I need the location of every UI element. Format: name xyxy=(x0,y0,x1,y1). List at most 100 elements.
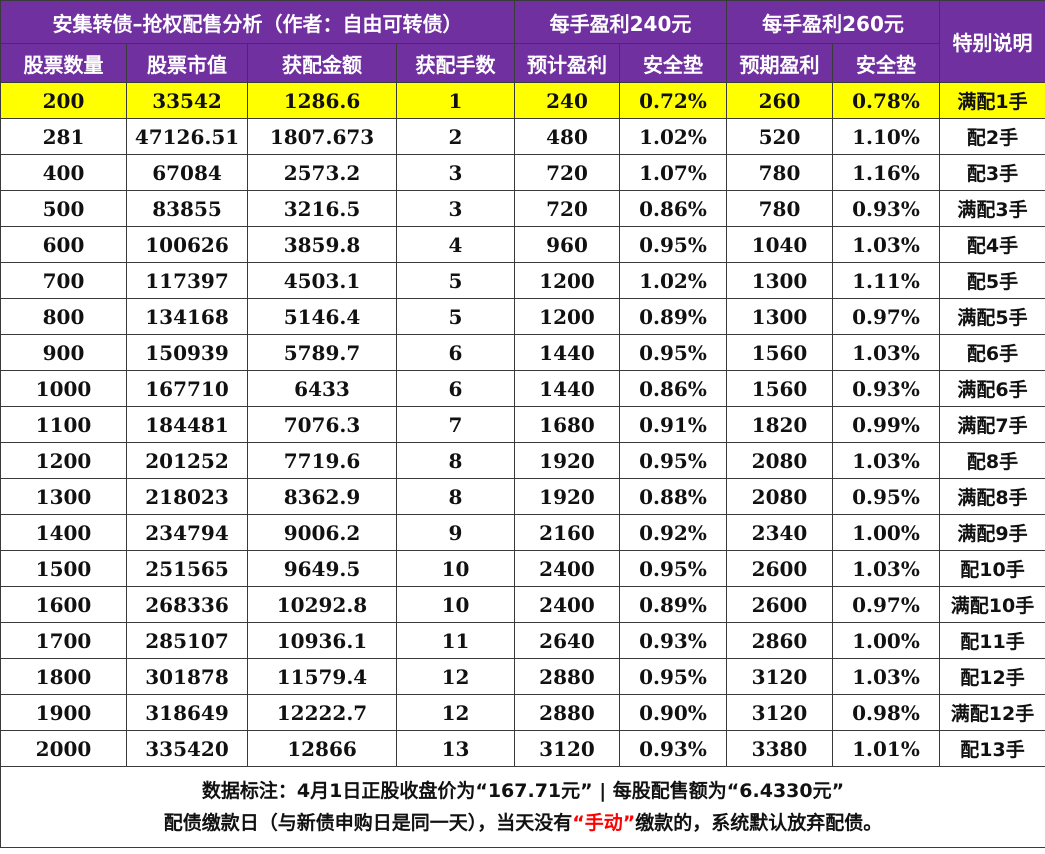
alloc-lots-cell: 7 xyxy=(396,406,515,443)
col-profit-260: 预期盈利 xyxy=(726,43,833,83)
col-profit-240: 预计盈利 xyxy=(514,43,620,83)
shares-cell: 1200 xyxy=(0,442,127,479)
shares-cell: 2000 xyxy=(0,730,127,767)
alloc-lots-cell: 5 xyxy=(396,262,515,299)
footer-note: 数据标注：4月1日正股收盘价为“167.71元” | 每股配售额为“6.4330… xyxy=(0,766,1045,848)
safety-260-cell: 0.99% xyxy=(832,406,940,443)
table-row: 1700 285107 10936.1 11 2640 0.93% 2860 1.00% 配11… xyxy=(0,622,1045,659)
safety-240-cell: 0.88% xyxy=(619,478,727,515)
col-shares: 股票数量 xyxy=(0,43,127,83)
profit-240-cell: 1200 xyxy=(514,298,620,335)
table-row: 281 47126.51 1807.673 2 480 1.02% 520 1.10% 配2手 xyxy=(0,118,1045,155)
note-cell: 满配3手 xyxy=(939,190,1045,227)
shares-cell: 400 xyxy=(0,154,127,191)
footer-line-2-prefix: 配债缴款日（与新债申购日是同一天），当天没有 xyxy=(163,812,573,834)
market-value-cell: 234794 xyxy=(126,514,248,551)
safety-260-cell: 1.03% xyxy=(832,442,940,479)
shares-cell: 1100 xyxy=(0,406,127,443)
alloc-amount-cell: 9649.5 xyxy=(247,550,397,587)
header-row-top: 安集转债–抢权配售分析（作者：自由可转债） 每手盈利240元 每手盈利260元 … xyxy=(0,0,1045,83)
note-cell: 配11手 xyxy=(939,622,1045,659)
profit-260-cell: 2080 xyxy=(726,478,833,515)
shares-cell: 1800 xyxy=(0,658,127,695)
market-value-cell: 218023 xyxy=(126,478,248,515)
shares-cell: 700 xyxy=(0,262,127,299)
safety-240-cell: 0.95% xyxy=(619,334,727,371)
table-row: 1200 201252 7719.6 8 1920 0.95% 2080 1.03% 配8手 xyxy=(0,442,1045,479)
note-cell: 配2手 xyxy=(939,118,1045,155)
alloc-amount-cell: 8362.9 xyxy=(247,478,397,515)
alloc-lots-cell: 1 xyxy=(396,82,515,119)
market-value-cell: 150939 xyxy=(126,334,248,371)
profit-260-cell: 3120 xyxy=(726,658,833,695)
safety-260-cell: 0.78% xyxy=(832,82,940,119)
table-row: 2000 335420 12866 13 3120 0.93% 3380 1.01% 配13手 xyxy=(0,730,1045,767)
profit-260-cell: 1820 xyxy=(726,406,833,443)
col-market-value: 股票市值 xyxy=(126,43,248,83)
alloc-lots-cell: 12 xyxy=(396,694,515,731)
market-value-cell: 268336 xyxy=(126,586,248,623)
footer-line-2: 配债缴款日（与新债申购日是同一天），当天没有“手动”缴款的，系统默认放弃配债。 xyxy=(2,807,1045,839)
market-value-cell: 47126.51 xyxy=(126,118,248,155)
safety-260-cell: 1.16% xyxy=(832,154,940,191)
col-safety-260: 安全垫 xyxy=(832,43,940,83)
note-cell: 配3手 xyxy=(939,154,1045,191)
profit-240-cell: 240 xyxy=(514,82,620,119)
alloc-amount-cell: 10292.8 xyxy=(247,586,397,623)
market-value-cell: 335420 xyxy=(126,730,248,767)
shares-cell: 1300 xyxy=(0,478,127,515)
alloc-amount-cell: 9006.2 xyxy=(247,514,397,551)
market-value-cell: 201252 xyxy=(126,442,248,479)
footer-emphasis: “手动” xyxy=(572,812,636,834)
profit-240-cell: 1200 xyxy=(514,262,620,299)
profit-260-cell: 3380 xyxy=(726,730,833,767)
safety-240-cell: 0.95% xyxy=(619,226,727,263)
note-cell: 配10手 xyxy=(939,550,1045,587)
profit-240-cell: 1440 xyxy=(514,370,620,407)
alloc-amount-cell: 4503.1 xyxy=(247,262,397,299)
market-value-cell: 134168 xyxy=(126,298,248,335)
alloc-lots-cell: 5 xyxy=(396,298,515,335)
safety-240-cell: 0.95% xyxy=(619,442,727,479)
safety-260-cell: 0.93% xyxy=(832,190,940,227)
safety-240-cell: 0.93% xyxy=(619,622,727,659)
profit-240-cell: 480 xyxy=(514,118,620,155)
safety-240-cell: 0.95% xyxy=(619,550,727,587)
profit-240-cell: 960 xyxy=(514,226,620,263)
profit-260-cell: 2600 xyxy=(726,586,833,623)
note-cell: 满配9手 xyxy=(939,514,1045,551)
profit-260-cell: 2860 xyxy=(726,622,833,659)
profit-240-cell: 2160 xyxy=(514,514,620,551)
profit-240-cell: 720 xyxy=(514,154,620,191)
alloc-lots-cell: 6 xyxy=(396,370,515,407)
table-row: 700 117397 4503.1 5 1200 1.02% 1300 1.11% 配5手 xyxy=(0,262,1045,299)
profit-240-cell: 1920 xyxy=(514,442,620,479)
table-row: 500 83855 3216.5 3 720 0.86% 780 0.93% 满配3手 xyxy=(0,190,1045,227)
shares-cell: 1400 xyxy=(0,514,127,551)
shares-cell: 1500 xyxy=(0,550,127,587)
profit-240-cell: 2880 xyxy=(514,658,620,695)
shares-cell: 1000 xyxy=(0,370,127,407)
safety-240-cell: 0.90% xyxy=(619,694,727,731)
safety-240-cell: 1.02% xyxy=(619,118,727,155)
profit-240-cell: 2880 xyxy=(514,694,620,731)
note-cell: 满配6手 xyxy=(939,370,1045,407)
shares-cell: 1700 xyxy=(0,622,127,659)
alloc-amount-cell: 3216.5 xyxy=(247,190,397,227)
col-alloc-lots: 获配手数 xyxy=(396,43,515,83)
safety-260-cell: 1.03% xyxy=(832,334,940,371)
footer-row: 数据标注：4月1日正股收盘价为“167.71元” | 每股配售额为“6.4330… xyxy=(0,766,1045,848)
shares-cell: 900 xyxy=(0,334,127,371)
market-value-cell: 33542 xyxy=(126,82,248,119)
safety-260-cell: 1.11% xyxy=(832,262,940,299)
note-cell: 满配1手 xyxy=(939,82,1045,119)
market-value-cell: 100626 xyxy=(126,226,248,263)
market-value-cell: 184481 xyxy=(126,406,248,443)
alloc-lots-cell: 2 xyxy=(396,118,515,155)
footer-line-2-suffix: 缴款的，系统默认放弃配债。 xyxy=(635,812,883,834)
market-value-cell: 117397 xyxy=(126,262,248,299)
table-row: 1000 167710 6433 6 1440 0.86% 1560 0.93% 满配6手 xyxy=(0,370,1045,407)
profit-260-cell: 1040 xyxy=(726,226,833,263)
safety-260-cell: 1.01% xyxy=(832,730,940,767)
safety-260-cell: 1.10% xyxy=(832,118,940,155)
